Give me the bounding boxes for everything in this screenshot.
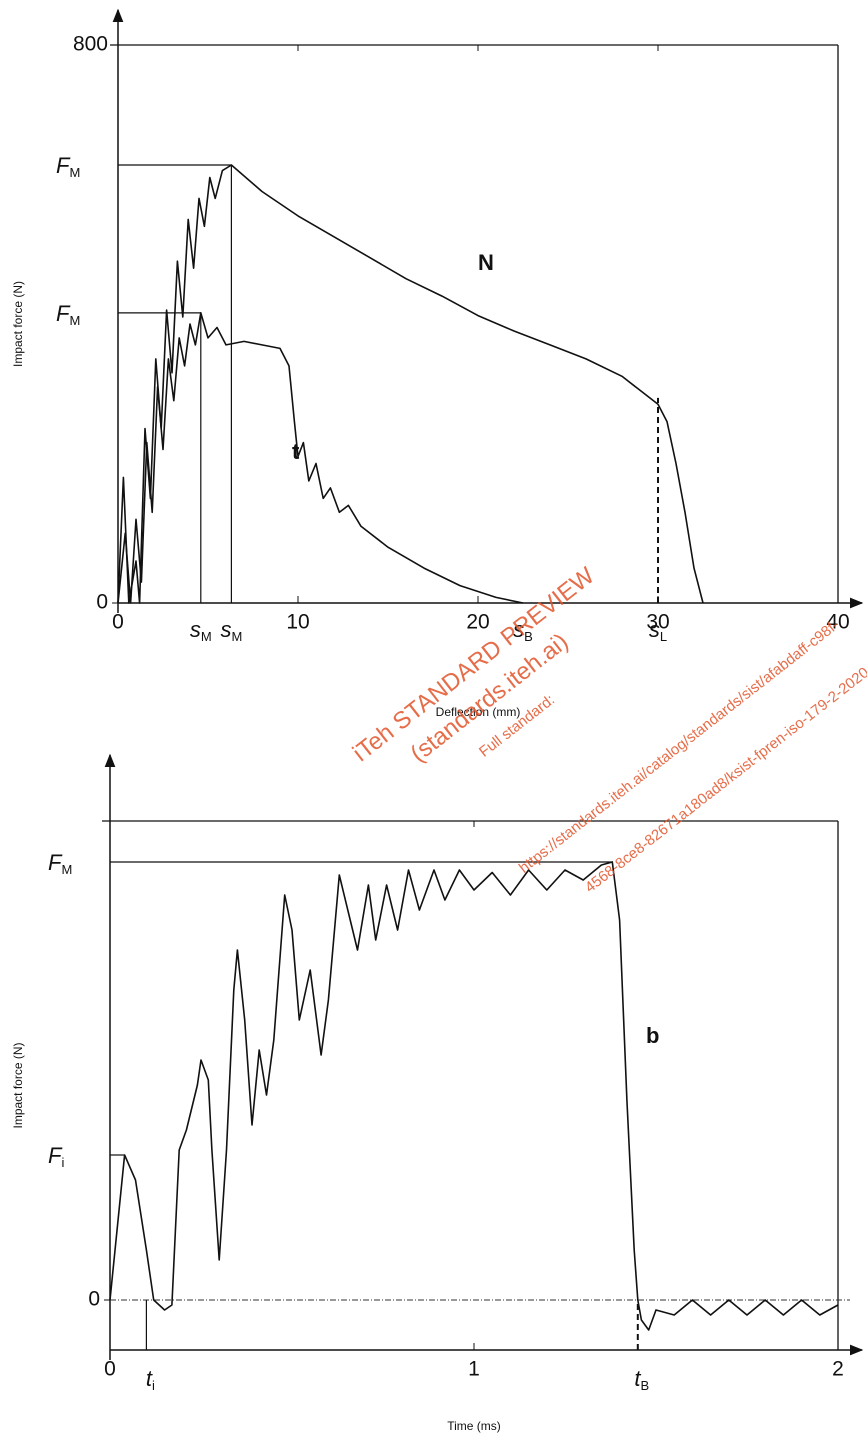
annotation-subscript: L bbox=[660, 629, 667, 644]
x-tick-label: 0 bbox=[104, 1358, 116, 1381]
y-axis-title: Impact force (N) bbox=[11, 281, 25, 367]
series-label: N bbox=[478, 250, 494, 275]
annotation-subscript: B bbox=[524, 629, 533, 644]
annotation-subscript: M bbox=[201, 629, 212, 644]
y-tick-label: 0 bbox=[88, 1288, 100, 1311]
annotation-subscript: B bbox=[641, 1378, 650, 1393]
data-line bbox=[117, 312, 524, 604]
data-line bbox=[117, 164, 704, 604]
annotation-symbol: F bbox=[56, 153, 71, 178]
annotation-label: sM bbox=[190, 617, 212, 644]
x-axis-title: Deflection (mm) bbox=[436, 705, 521, 719]
annotation-label: FM bbox=[48, 850, 72, 877]
x-tick-label: 2 bbox=[832, 1358, 844, 1381]
annotation-label: FM bbox=[56, 153, 80, 180]
annotation-subscript: M bbox=[61, 862, 72, 877]
annotation-symbol: s bbox=[220, 617, 231, 642]
annotation-label: sL bbox=[649, 617, 667, 644]
x-tick-label: 20 bbox=[466, 611, 489, 634]
x-tick-label: 1 bbox=[468, 1358, 480, 1381]
x-axis-title: Time (ms) bbox=[447, 1419, 501, 1433]
series-label: t bbox=[292, 439, 300, 464]
watermark: iTeh STANDARD PREVIEW(standards.iteh.ai)… bbox=[348, 562, 867, 896]
annotation-subscript: M bbox=[69, 165, 80, 180]
y-tick-label: 800 bbox=[73, 33, 108, 56]
annotation-symbol: s bbox=[649, 617, 660, 642]
annotation-subscript: M bbox=[69, 313, 80, 328]
annotation-label: Fi bbox=[48, 1143, 64, 1170]
annotation-symbol: t bbox=[146, 1366, 153, 1391]
annotation-subscript: M bbox=[231, 629, 242, 644]
series-label: b bbox=[646, 1023, 659, 1048]
annotation-label: tB bbox=[634, 1366, 649, 1393]
annotation-symbol: F bbox=[48, 1143, 63, 1168]
x-tick-label: 40 bbox=[826, 611, 849, 634]
annotation-symbol: s bbox=[513, 617, 524, 642]
x-tick-label: 0 bbox=[112, 611, 124, 634]
annotation-symbol: F bbox=[48, 850, 63, 875]
annotation-label: ti bbox=[146, 1366, 155, 1393]
annotation-subscript: i bbox=[152, 1378, 155, 1393]
y-axis-title: Impact force (N) bbox=[11, 1042, 25, 1128]
data-line bbox=[109, 861, 839, 1331]
annotation-subscript: i bbox=[61, 1155, 64, 1170]
annotation-label: FM bbox=[56, 301, 80, 328]
annotation-label: sM bbox=[220, 617, 242, 644]
annotation-label: sB bbox=[513, 617, 533, 644]
x-tick-label: 30 bbox=[646, 611, 669, 634]
annotation-symbol: t bbox=[634, 1366, 641, 1391]
y-tick-label: 0 bbox=[96, 591, 108, 614]
annotation-symbol: F bbox=[56, 301, 71, 326]
annotation-symbol: s bbox=[190, 617, 201, 642]
x-tick-label: 10 bbox=[286, 611, 309, 634]
watermark-line: iTeh STANDARD PREVIEW bbox=[348, 562, 600, 767]
